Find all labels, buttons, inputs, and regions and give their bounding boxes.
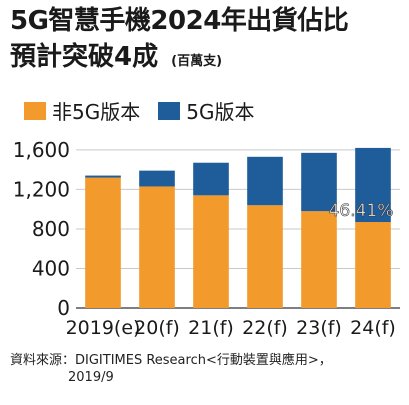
x-tick-label: 23(f) (296, 317, 342, 339)
y-tick-label: 400 (32, 256, 70, 280)
legend-label-non5g: 非5G版本 (52, 100, 141, 124)
bar-non5g (139, 186, 175, 308)
bar-5g (85, 175, 121, 178)
bar-5g (247, 156, 283, 206)
source-footer: 資料來源：DIGITIMES Research<行動裝置與應用>， 2019/9 (10, 352, 332, 386)
bar-non5g (355, 222, 391, 308)
y-tick-label: 0 (57, 296, 70, 320)
y-tick-label: 800 (32, 217, 70, 241)
legend-item-non5g: 非5G版本 (24, 96, 140, 125)
legend-swatch-non5g (24, 101, 46, 120)
legend-swatch-5g (158, 101, 181, 120)
source-text: 資料來源：DIGITIMES Research<行動裝置與應用>， (10, 353, 332, 368)
x-tick-label: 20(f) (134, 317, 180, 339)
x-tick-label: 22(f) (242, 317, 288, 339)
legend-item-5g: 5G版本 (158, 96, 254, 125)
title-text: 5G智慧手機2024年出貨佔比 (10, 6, 349, 36)
bar-5g (355, 147, 391, 223)
x-tick-label: 21(f) (188, 317, 234, 339)
source-date: 2019/9 (68, 370, 114, 385)
y-tick-label: 1,600 (13, 138, 70, 162)
bar-non5g (301, 211, 337, 308)
x-tick-label: 24(f) (350, 317, 396, 339)
chart-title-line2: 預計突破4成 (百萬支) (10, 40, 222, 79)
x-tick-label: 2019(e) (66, 317, 141, 339)
bar-non5g (193, 195, 229, 308)
y-tick-label: 1,200 (13, 177, 70, 201)
legend-label-5g: 5G版本 (186, 100, 255, 124)
bar-5g (139, 170, 175, 187)
bar-5g (193, 162, 229, 196)
bar-non5g (247, 205, 283, 308)
legend: 非5G版本 5G版本 (24, 96, 272, 125)
unit-label: (百萬支) (171, 54, 223, 69)
subtitle-text: 預計突破4成 (10, 42, 159, 72)
bar-5g (301, 152, 337, 212)
bar-non5g (85, 177, 121, 308)
annotation-label: 46.41% (329, 201, 394, 221)
chart-title-line1: 5G智慧手機2024年出貨佔比 (10, 4, 349, 38)
